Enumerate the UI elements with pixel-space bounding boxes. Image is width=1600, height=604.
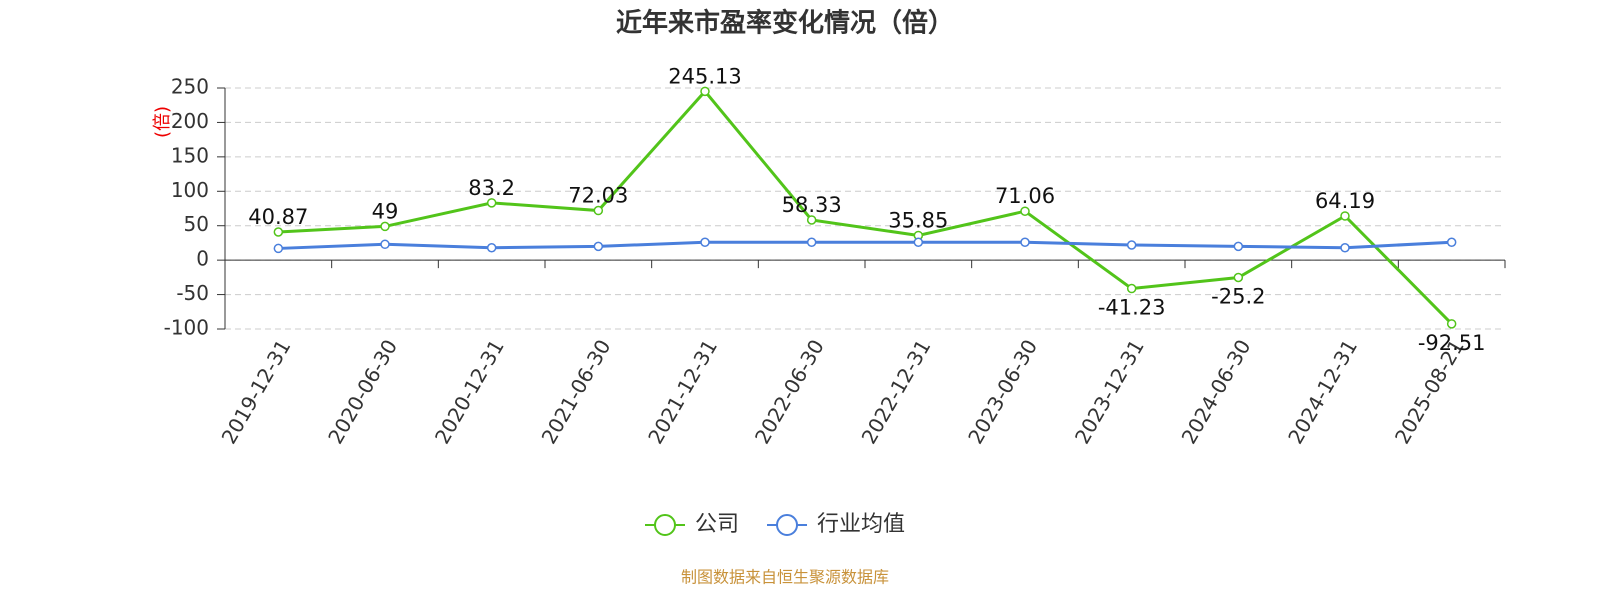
point bbox=[593, 205, 604, 216]
value-label: 72.03 bbox=[568, 184, 628, 208]
value-label: -25.2 bbox=[1211, 284, 1265, 308]
point bbox=[913, 237, 924, 247]
x-tick-label: 2022-06-30 bbox=[750, 335, 829, 448]
value-label: 64.19 bbox=[1315, 189, 1375, 213]
x-tick-label: 2020-06-30 bbox=[323, 335, 402, 448]
point bbox=[1446, 237, 1457, 247]
point bbox=[700, 86, 710, 97]
point bbox=[1020, 237, 1030, 247]
source-note: 制图数据来自恒生聚源数据库 bbox=[681, 568, 889, 587]
y-axis-label: (倍) bbox=[152, 106, 173, 138]
point bbox=[593, 241, 604, 252]
legend-label: 公司 bbox=[695, 512, 739, 537]
x-tick-label: 2021-12-31 bbox=[643, 335, 722, 448]
y-tick-label: 250 bbox=[171, 75, 209, 99]
point bbox=[1340, 242, 1350, 253]
legend-symbol bbox=[776, 514, 799, 536]
x-tick-label: 2019-12-31 bbox=[217, 335, 296, 448]
point bbox=[1126, 240, 1137, 250]
point bbox=[1233, 272, 1244, 283]
series-line bbox=[278, 240, 1452, 250]
point bbox=[806, 215, 817, 225]
value-label: 35.85 bbox=[888, 208, 948, 232]
x-tick-label: 2024-06-30 bbox=[1177, 335, 1256, 448]
x-tick-label: 2022-12-31 bbox=[857, 335, 936, 448]
point bbox=[273, 227, 284, 237]
x-tick-label: 2023-12-31 bbox=[1070, 335, 1149, 448]
y-tick-label: -50 bbox=[176, 281, 209, 305]
point bbox=[1126, 283, 1137, 294]
point bbox=[486, 242, 497, 253]
point bbox=[486, 198, 497, 208]
value-label: 49 bbox=[372, 199, 399, 223]
point bbox=[1446, 319, 1457, 329]
y-tick-label: 0 bbox=[196, 247, 209, 271]
value-label: 71.06 bbox=[995, 184, 1055, 208]
point bbox=[1340, 211, 1350, 221]
x-tick-label: 2023-06-30 bbox=[963, 335, 1042, 448]
point bbox=[806, 237, 817, 247]
value-label: -41.23 bbox=[1098, 296, 1166, 320]
point bbox=[273, 243, 284, 254]
y-tick-label: -100 bbox=[164, 316, 209, 340]
value-label: 83.2 bbox=[468, 176, 515, 200]
legend-symbol bbox=[654, 514, 676, 536]
point bbox=[1233, 241, 1244, 252]
x-tick-label: 2021-06-30 bbox=[537, 335, 616, 448]
point bbox=[380, 239, 390, 250]
chart-title: 近年来市盈率变化情况（倍） bbox=[616, 8, 954, 39]
point bbox=[380, 221, 390, 232]
value-label: 40.87 bbox=[248, 205, 308, 229]
y-tick-label: 150 bbox=[171, 143, 209, 167]
y-tick-label: 50 bbox=[184, 212, 209, 236]
value-label: 245.13 bbox=[668, 64, 741, 88]
value-label: -92.51 bbox=[1418, 331, 1486, 355]
point bbox=[1020, 206, 1030, 216]
y-tick-label: 200 bbox=[171, 109, 209, 133]
point bbox=[700, 237, 710, 247]
value-label: 58.33 bbox=[782, 193, 842, 217]
legend-label: 行业均值 bbox=[817, 512, 905, 537]
x-tick-label: 2020-12-31 bbox=[430, 335, 509, 448]
series-line bbox=[278, 89, 1453, 325]
x-tick-label: 2024-12-31 bbox=[1283, 335, 1362, 448]
y-tick-label: 100 bbox=[171, 178, 209, 202]
